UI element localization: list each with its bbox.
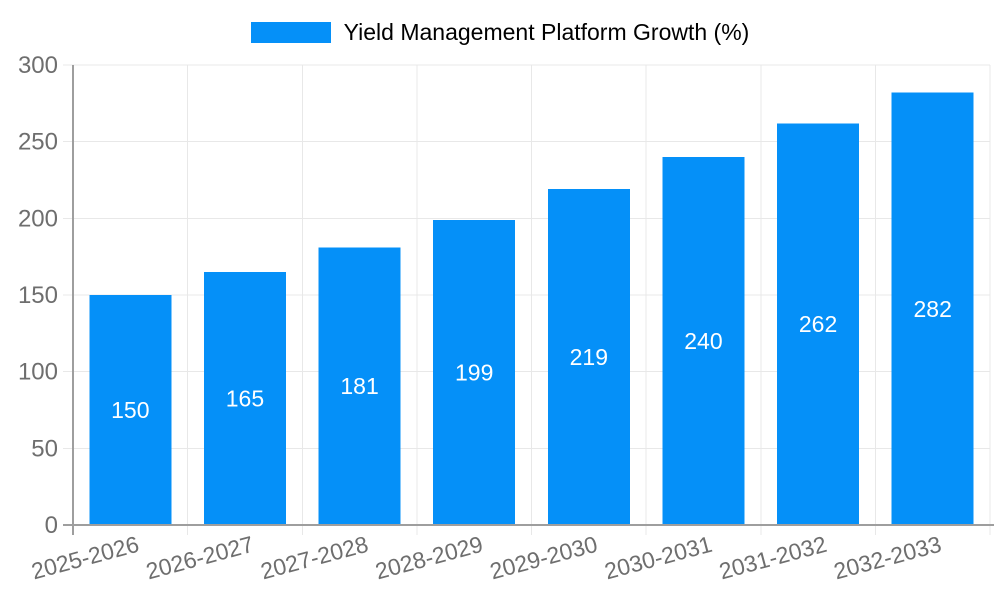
x-tick-label: 2026-2027 <box>143 531 256 585</box>
y-tick-label: 50 <box>31 435 58 462</box>
legend-swatch-icon <box>250 22 331 43</box>
bar-value-label: 282 <box>914 296 952 322</box>
legend-label: Yield Management Platform Growth (%) <box>343 19 750 45</box>
bar-value-label: 240 <box>684 328 722 354</box>
bar-2028-2029[interactable] <box>433 219 516 525</box>
x-tick-label: 2031-2032 <box>716 531 829 585</box>
x-tick-label: 2029-2030 <box>487 531 600 585</box>
y-tick-label: 300 <box>18 52 58 79</box>
bar-2029-2030[interactable] <box>547 189 630 525</box>
bar-value-label: 262 <box>799 311 837 337</box>
y-tick-label: 250 <box>18 129 58 156</box>
x-tick-label: 2028-2029 <box>373 531 486 585</box>
x-tick-label: 2027-2028 <box>258 531 371 585</box>
y-tick-label: 100 <box>18 359 58 386</box>
x-tick-label: 2032-2033 <box>831 531 944 585</box>
x-tick-label: 2030-2031 <box>602 531 715 585</box>
bar-2032-2033[interactable] <box>891 92 974 525</box>
bar-value-label: 181 <box>340 373 378 399</box>
bar-value-label: 219 <box>570 344 608 370</box>
y-tick-label: 200 <box>18 205 58 232</box>
bar-2027-2028[interactable] <box>318 247 401 525</box>
bar-2031-2032[interactable] <box>777 123 860 526</box>
legend[interactable]: Yield Management Platform Growth (%) <box>0 21 1000 44</box>
bar-value-label: 199 <box>455 359 493 385</box>
bar-2030-2031[interactable] <box>662 157 745 525</box>
bar-2026-2027[interactable] <box>203 272 286 525</box>
y-tick-label: 150 <box>18 282 58 309</box>
bar-value-label: 150 <box>111 397 149 423</box>
bar-2025-2026[interactable] <box>89 295 172 525</box>
y-tick-label: 0 <box>45 512 58 539</box>
bar-value-label: 165 <box>226 386 264 412</box>
